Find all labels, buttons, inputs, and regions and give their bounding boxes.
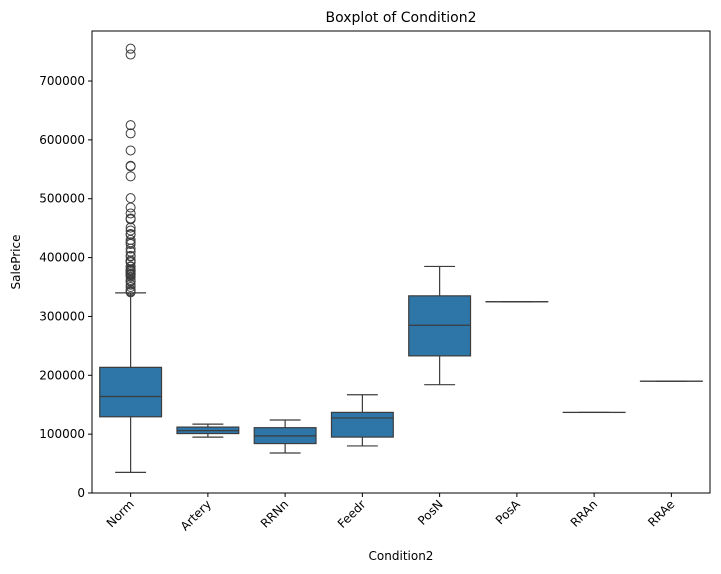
y-tick-label: 400000 [39,251,85,265]
outlier-point-norm [125,208,136,219]
outlier-point-norm [125,193,136,204]
y-tick-label: 100000 [39,427,85,441]
x-tick-label: Artery [178,497,214,533]
x-tick-label: Feedr [335,497,369,531]
outlier-point-norm [125,43,136,54]
outlier-point-norm [125,276,136,287]
box-norm [99,366,163,418]
x-tick-label: RRAe [645,497,677,529]
outlier-point-norm [125,271,136,282]
outlier-point-norm [125,214,136,225]
outlier-point-norm [125,222,136,233]
plot-frame [91,30,711,494]
outlier-point-norm [125,120,136,131]
x-tick-label: RRAn [568,497,601,530]
outlier-point-norm [125,171,136,182]
outlier-point-norm [125,243,136,254]
outlier-point-norm [125,239,136,250]
outlier-point-norm [125,49,136,60]
outlier-point-norm [125,202,136,213]
outlier-point-norm [125,251,136,262]
outlier-point-norm [125,145,136,156]
outlier-point-norm [125,279,136,290]
x-tick-label: PosA [493,497,524,528]
outlier-point-norm [125,128,136,139]
y-tick-label: 200000 [39,368,85,382]
box-feedr [330,411,394,438]
x-tick-label: PosN [415,497,446,528]
x-tick-label: RRNn [258,497,291,530]
plot-area: 0 100000 200000 300000 400000 500000 600000 700… [39,43,703,533]
y-tick-label: 600000 [39,133,85,147]
chart-title: Boxplot of Condition2 [326,10,477,26]
x-axis-label: Condition2 [369,549,434,563]
y-axis-label: SalePrice [9,235,23,290]
y-tick-label: 500000 [39,192,85,206]
y-tick-label: 300000 [39,309,85,323]
outlier-point-norm [125,161,136,172]
outlier-point-norm [125,287,136,298]
y-tick-label: 700000 [39,74,85,88]
y-tick-label: 0 [77,486,85,500]
x-tick-label: Norm [104,497,137,530]
outlier-point-norm [125,282,136,293]
